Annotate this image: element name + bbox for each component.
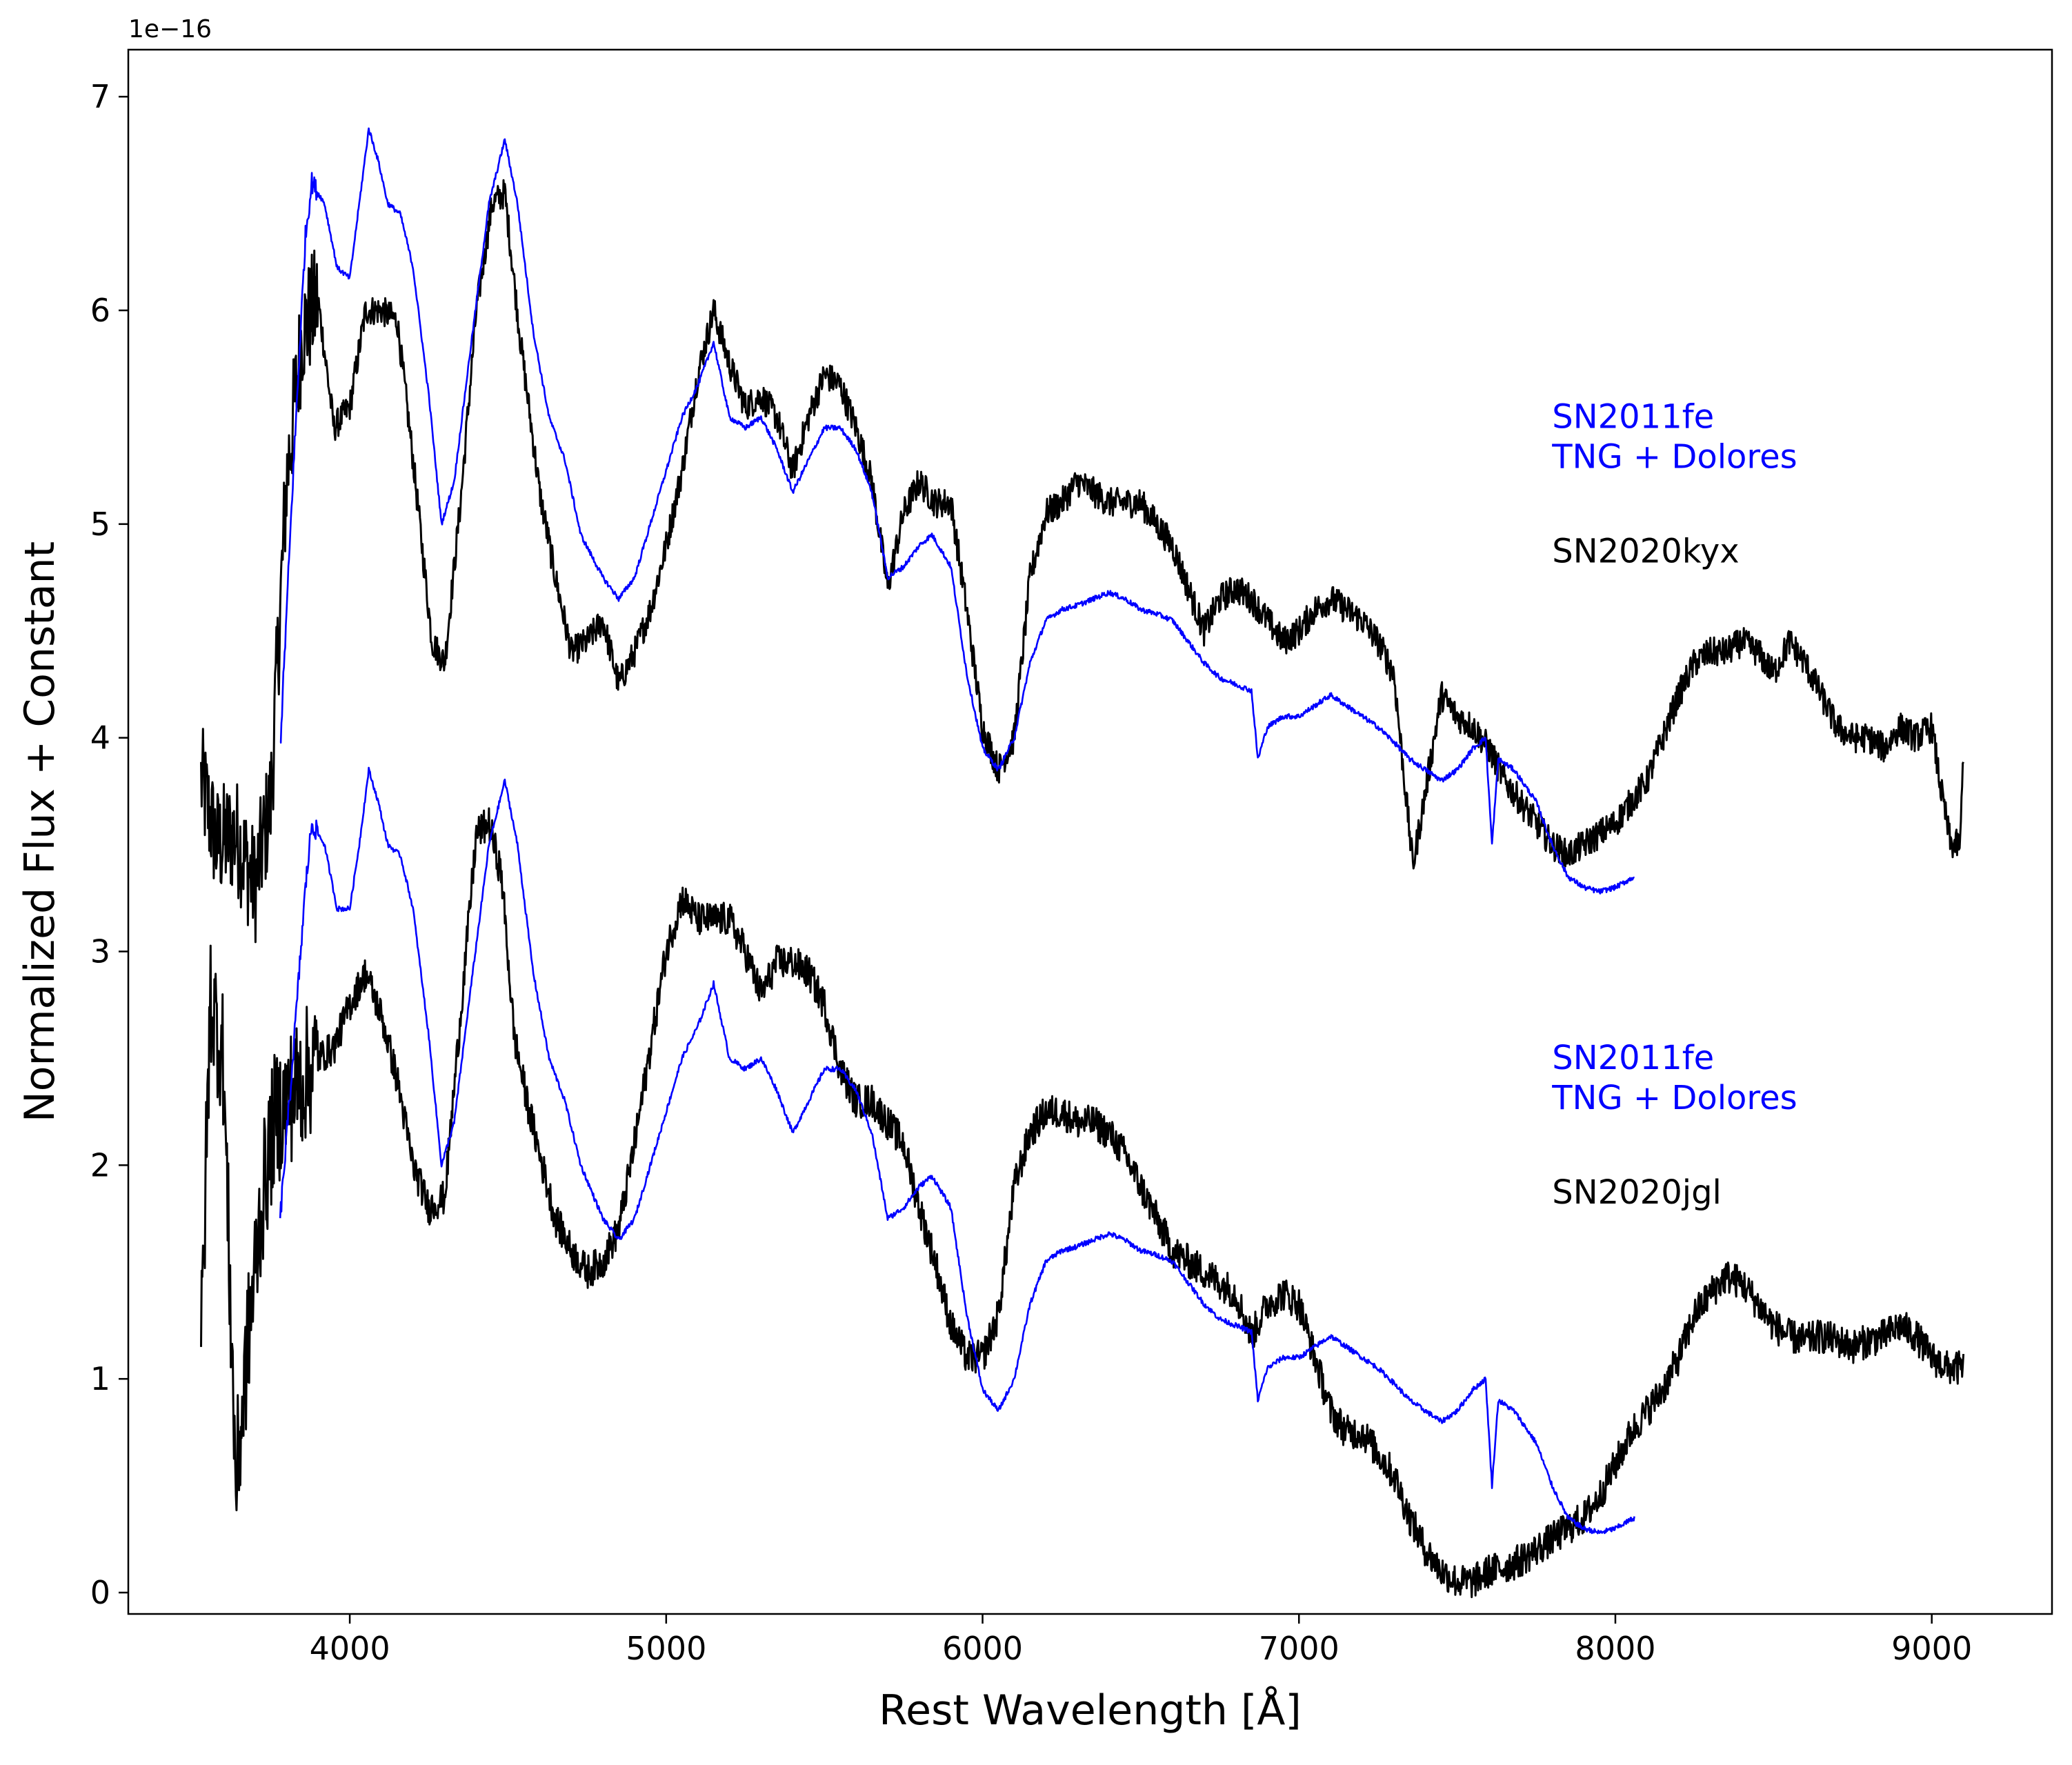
x-tick-label: 5000 bbox=[626, 1630, 706, 1667]
y-axis-title: Normalized Flux + Constant bbox=[16, 541, 64, 1122]
y-tick-label: 3 bbox=[90, 933, 110, 970]
annotation-label-1: SN2011fe TNG + Dolores bbox=[1551, 397, 1797, 476]
annotation-label-2: SN2020kyx bbox=[1552, 532, 1739, 571]
series-layer bbox=[200, 127, 1965, 1599]
x-axis-title: Rest Wavelength [Å] bbox=[879, 1686, 1302, 1735]
x-axis: 4000 5000 6000 7000 8000 9000 bbox=[310, 1614, 1972, 1667]
y-tick-label: 7 bbox=[90, 78, 110, 115]
y-tick-label: 1 bbox=[90, 1360, 110, 1397]
y-tick-label: 5 bbox=[90, 506, 110, 543]
x-tick-label: 9000 bbox=[1891, 1630, 1972, 1667]
series-line-4 bbox=[279, 766, 1635, 1535]
plot-frame bbox=[127, 48, 2053, 1615]
x-tick-label: 4000 bbox=[310, 1630, 390, 1667]
y-tick-label: 4 bbox=[90, 719, 110, 757]
x-tick-label: 7000 bbox=[1259, 1630, 1339, 1667]
y-tick-label: 0 bbox=[90, 1574, 110, 1611]
series-line-3 bbox=[200, 807, 1965, 1599]
annotation-label-4: SN2020jgl bbox=[1552, 1173, 1722, 1212]
series-line-2 bbox=[279, 127, 1635, 895]
x-tick-label: 8000 bbox=[1575, 1630, 1655, 1667]
y-axis: 0 1 2 3 4 5 6 7 bbox=[90, 78, 128, 1611]
annotation-label-3: SN2011fe TNG + Dolores bbox=[1551, 1039, 1797, 1117]
series-line-1 bbox=[200, 179, 1964, 944]
annotations: SN2011fe TNG + Dolores SN2020kyx SN2011fe TN… bbox=[1551, 397, 1797, 1212]
y-tick-label: 2 bbox=[90, 1146, 110, 1184]
y-tick-label: 6 bbox=[90, 292, 110, 329]
x-tick-label: 6000 bbox=[942, 1630, 1023, 1667]
y-offset-label: 1e−16 bbox=[128, 15, 212, 43]
